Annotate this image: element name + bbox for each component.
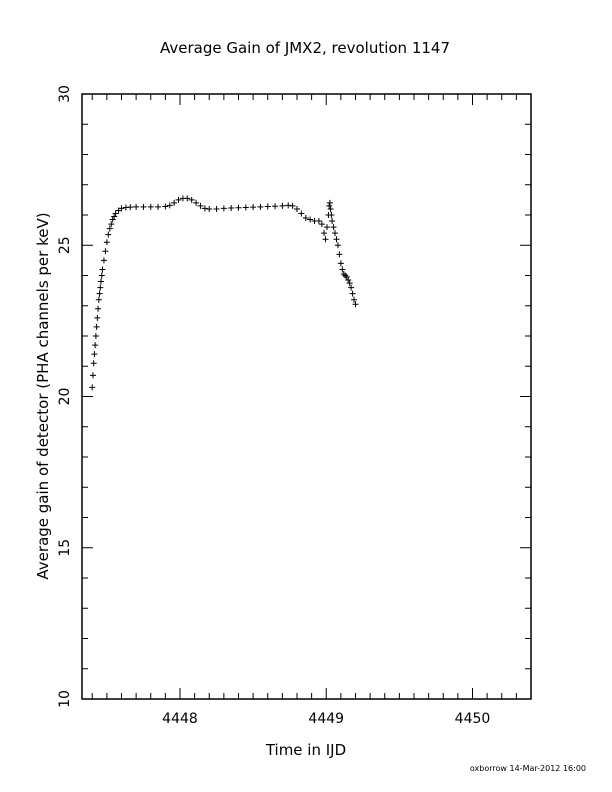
data-point <box>220 205 227 212</box>
data-point <box>235 204 242 211</box>
data-point <box>285 202 292 209</box>
chart-title: Average Gain of JMX2, revolution 1147 <box>160 39 450 57</box>
data-point <box>250 204 257 211</box>
data-point <box>345 277 352 284</box>
data-point <box>201 205 208 212</box>
data-point <box>98 278 105 285</box>
y-tick-label: 30 <box>57 85 73 103</box>
data-point <box>279 202 286 209</box>
data-point <box>193 199 200 206</box>
data-point <box>321 230 328 237</box>
data-point <box>326 199 333 206</box>
data-point <box>90 360 97 367</box>
data-point <box>155 203 162 210</box>
data-point <box>332 230 339 237</box>
axis-ticks <box>82 93 532 700</box>
data-point <box>336 251 343 258</box>
data-point <box>337 260 344 267</box>
data-point <box>323 224 330 231</box>
data-point <box>98 272 105 279</box>
data-point <box>112 210 119 217</box>
data-point <box>147 203 154 210</box>
data-point <box>351 296 358 303</box>
data-point <box>315 218 322 225</box>
data-point <box>118 205 125 212</box>
data-point <box>302 215 309 222</box>
y-axis-label: Average gain of detector (PHA channels p… <box>34 212 52 579</box>
data-point <box>99 266 106 273</box>
data-point <box>293 205 300 212</box>
data-point <box>342 272 349 279</box>
data-point <box>89 384 96 391</box>
data-point <box>264 203 271 210</box>
data-point <box>140 203 147 210</box>
data-point <box>334 242 341 249</box>
data-point <box>330 224 337 231</box>
data-point <box>188 196 195 203</box>
data-point <box>105 231 112 238</box>
data-point <box>326 202 333 209</box>
data-point <box>329 218 336 225</box>
data-point <box>109 216 116 223</box>
data-point <box>111 213 118 220</box>
data-point <box>93 323 100 330</box>
data-point <box>102 248 109 255</box>
data-points <box>89 195 359 391</box>
data-point <box>92 342 99 349</box>
data-point <box>213 205 220 212</box>
data-point <box>95 305 102 312</box>
data-point <box>346 280 353 287</box>
data-point <box>333 236 340 243</box>
data-point <box>307 216 314 223</box>
data-point <box>92 333 99 339</box>
data-point <box>97 284 104 291</box>
y-tick-label: 10 <box>57 690 73 708</box>
plot-frame <box>81 93 532 700</box>
data-point <box>349 290 356 297</box>
data-point <box>127 204 134 211</box>
data-point <box>352 301 359 308</box>
data-point <box>257 203 264 210</box>
footer-credit: oxborrow 14-Mar-2012 16:00 <box>470 764 586 773</box>
data-point <box>162 203 169 210</box>
y-tick-label: 25 <box>57 236 73 254</box>
data-point <box>242 204 249 211</box>
data-point <box>340 270 347 277</box>
data-point <box>166 202 173 209</box>
data-point <box>96 290 103 297</box>
data-point <box>228 205 235 212</box>
data-point <box>91 351 98 358</box>
data-point <box>343 274 350 281</box>
data-point <box>100 257 107 264</box>
data-point <box>103 239 110 246</box>
data-point <box>175 196 182 203</box>
axis-tick-labels: 4448 4449 4450 10 15 20 25 30 <box>57 85 490 727</box>
x-tick-label: 4450 <box>455 711 491 727</box>
data-point <box>289 202 296 209</box>
data-point <box>327 205 334 212</box>
data-point <box>89 372 96 379</box>
x-tick-label: 4448 <box>162 711 198 727</box>
data-point <box>206 205 213 212</box>
data-point <box>318 221 325 228</box>
data-point <box>133 203 140 210</box>
data-point <box>298 210 305 217</box>
data-point <box>171 199 178 206</box>
data-point <box>339 266 346 273</box>
data-point <box>322 236 329 243</box>
data-point <box>328 212 335 218</box>
y-tick-label: 15 <box>57 539 73 557</box>
data-point <box>108 221 115 228</box>
data-point <box>94 314 101 321</box>
x-axis-label: Time in IJD <box>265 741 346 759</box>
data-point <box>106 225 113 232</box>
data-point <box>184 195 191 202</box>
y-tick-label: 20 <box>57 388 73 406</box>
data-point <box>348 284 355 291</box>
data-point <box>272 203 279 210</box>
data-point <box>95 296 102 303</box>
data-point <box>197 202 204 209</box>
x-tick-label: 4449 <box>308 711 344 727</box>
